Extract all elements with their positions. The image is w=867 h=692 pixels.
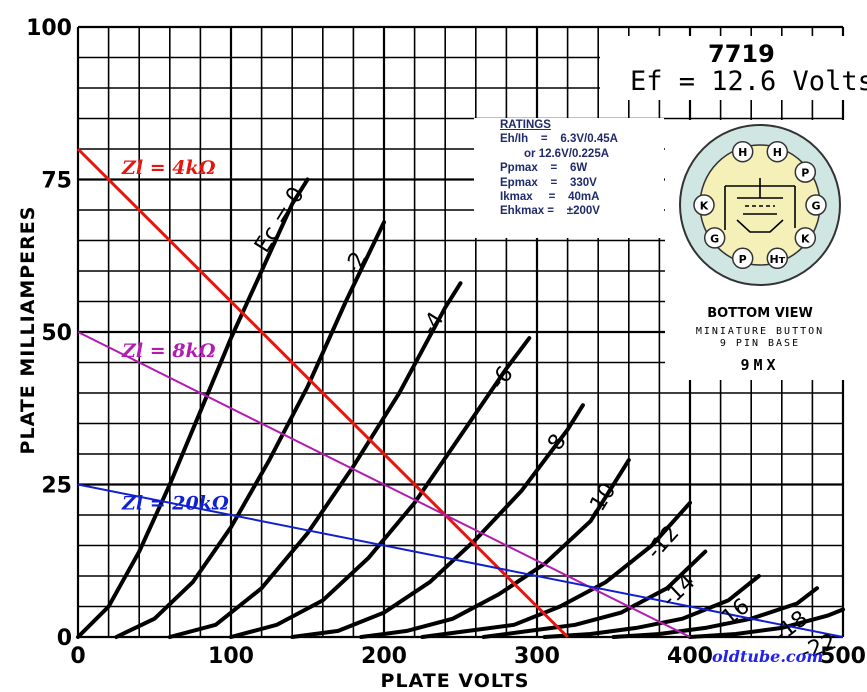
plate-curve	[167, 281, 463, 639]
load-line	[77, 483, 844, 638]
pin-label: K	[801, 232, 810, 245]
x-tick-label: 100	[208, 644, 254, 669]
load-line-label: Zl = 20kΩ	[121, 493, 229, 515]
load-line-labels: Zl = 4kΩ Zl = 8kΩ Zl = 20kΩ	[121, 157, 229, 515]
rating-row: or 12.6V/0.225A	[524, 147, 610, 160]
pin-label: G	[811, 200, 820, 213]
plate-curve	[688, 607, 845, 639]
tube-title-box: 7719 Ef = 12.6 Volts	[600, 36, 867, 100]
y-tick-label: 25	[41, 474, 72, 499]
pin-label: Hт	[770, 253, 786, 266]
base-type-line-1: MINIATURE BUTTON	[695, 326, 825, 337]
plate-curve	[611, 586, 819, 639]
tube-number: 7719	[708, 40, 775, 68]
rating-row: Ikmax = 40mA	[500, 191, 600, 204]
pin-circle	[766, 247, 789, 270]
plate-curve	[542, 574, 761, 639]
rating-row: Ehkmax = ±200V	[500, 205, 600, 218]
x-tick-label: 500	[820, 644, 866, 669]
x-axis-title: PLATE VOLTS	[381, 670, 530, 692]
plate-curve	[481, 549, 708, 639]
rating-row: Ppmax = 6W	[500, 162, 588, 175]
y-tick-label: 0	[57, 626, 72, 651]
base-type-line-2: 9 PIN BASE	[719, 338, 801, 349]
plate-curve	[359, 458, 631, 639]
pin-circle	[794, 161, 817, 183]
pin-label: P	[801, 167, 809, 180]
x-tick-label: 200	[361, 644, 407, 669]
load-line	[76, 147, 569, 639]
watermark: oldtube.com	[712, 647, 823, 666]
curve-label: -16	[711, 594, 755, 636]
pins: H H P G K Hт P G K	[693, 140, 827, 270]
pinout-diagram: H H P G K Hт P G K	[679, 124, 841, 286]
rating-row: Epmax = 330V	[500, 176, 597, 189]
pin-circle	[766, 140, 789, 163]
filament-voltage: Ef = 12.6 Volts	[630, 66, 867, 97]
curve-label: -12	[642, 521, 685, 564]
pin-label: K	[700, 200, 709, 213]
plate-curve	[420, 500, 692, 639]
plate-curve	[229, 336, 532, 639]
base-diagram-panel: H H P G K Hт P G K BOTTOM VIEW MINIATURE BUTTON …	[665, 120, 855, 380]
pin-circle	[805, 194, 827, 216]
pin-label: H	[738, 146, 747, 159]
y-tick-label: 50	[41, 321, 72, 346]
y-tick-label: 100	[26, 16, 72, 41]
pin-label: H	[773, 146, 782, 159]
x-tick-label: 400	[667, 644, 713, 669]
rating-row: Eh/Ih = 6.3V/0.45A	[500, 133, 618, 146]
ratings-heading: RATINGS	[500, 119, 551, 131]
y-axis-title: PLATE MILLIAMPERES	[17, 206, 39, 455]
load-lines	[76, 147, 844, 639]
plate-curve	[114, 220, 386, 639]
pin-circle	[703, 227, 726, 249]
pin-label: P	[739, 253, 747, 266]
pin-label: G	[710, 232, 719, 245]
base-view-label: BOTTOM VIEW	[707, 306, 813, 321]
pin-circle	[731, 247, 754, 270]
pin-circle	[731, 140, 754, 163]
ratings-panel: RATINGS Eh/Ih = 6.3V/0.45A or 12.6V/0.22…	[474, 118, 664, 238]
pin-circle	[794, 227, 817, 249]
y-tick-labels: 0 25 50 75 100	[26, 16, 72, 651]
load-line-label: Zl = 4kΩ	[121, 157, 216, 179]
y-tick-label: 75	[41, 169, 72, 194]
plate-curve	[290, 403, 585, 639]
tube-symbol-icon	[724, 178, 796, 233]
pin-circle	[693, 194, 715, 216]
x-tick-labels: 0 100 200 300 400 500	[70, 644, 866, 669]
plate-curve	[76, 177, 310, 639]
load-line-label: Zl = 8kΩ	[121, 340, 216, 362]
base-code: 9MX	[740, 356, 780, 374]
curve-label: Ec = 0	[250, 183, 310, 258]
plate-curves	[76, 177, 845, 639]
x-tick-label: 300	[514, 644, 560, 669]
x-tick-label: 0	[70, 644, 85, 669]
